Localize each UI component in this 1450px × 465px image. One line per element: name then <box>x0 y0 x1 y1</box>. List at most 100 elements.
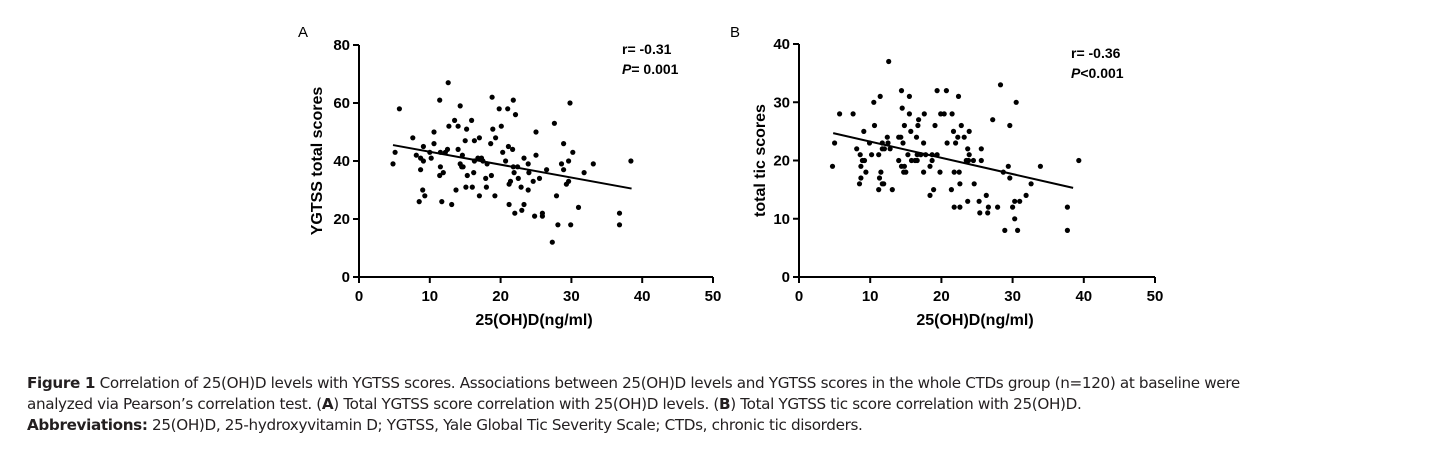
data-point <box>555 222 561 228</box>
data-point <box>616 210 623 216</box>
data-point <box>966 128 972 134</box>
data-point <box>533 129 539 135</box>
data-point <box>1037 163 1043 169</box>
y-tick-label: 40 <box>333 153 350 170</box>
x-tick-label: 0 <box>795 288 803 305</box>
x-tick-label: 30 <box>563 288 580 305</box>
data-point <box>997 82 1004 88</box>
data-point <box>905 152 911 158</box>
data-point <box>511 170 517 176</box>
data-point <box>469 184 475 190</box>
data-point <box>437 172 443 179</box>
data-point <box>869 152 875 158</box>
data-point <box>927 192 933 198</box>
data-point <box>488 141 494 147</box>
data-point <box>437 97 443 103</box>
caption-panel-ref-a: A <box>321 395 334 413</box>
data-point <box>970 157 977 164</box>
data-point <box>476 135 482 141</box>
x-tick-label: 50 <box>1147 288 1164 305</box>
data-point <box>590 161 596 167</box>
data-point <box>977 210 983 216</box>
data-point <box>440 170 446 176</box>
data-point <box>446 123 452 129</box>
data-point <box>949 111 955 117</box>
data-point <box>512 210 518 216</box>
x-tick-label: 30 <box>1004 288 1021 305</box>
abbreviations-label: Abbreviations: <box>27 416 148 434</box>
data-point <box>916 117 922 123</box>
data-point <box>857 152 863 158</box>
data-point <box>561 167 567 173</box>
data-point <box>829 163 836 169</box>
figure-caption: Figure 1 Correlation of 25(OH)D levels w… <box>27 373 1447 436</box>
caption-text-2a: analyzed via Pearson’s correlation test.… <box>27 395 322 413</box>
data-point <box>906 93 913 99</box>
data-point <box>934 88 940 94</box>
data-point <box>931 187 937 193</box>
data-point <box>420 143 426 150</box>
data-point <box>915 122 921 129</box>
data-point <box>536 175 543 181</box>
data-point <box>575 204 582 210</box>
data-point <box>854 146 860 152</box>
p-symbol: P <box>622 61 632 77</box>
data-point <box>871 122 878 129</box>
data-point <box>908 128 914 134</box>
data-point <box>965 198 971 204</box>
y-tick-label: 0 <box>342 269 350 286</box>
data-point <box>966 152 972 158</box>
data-point <box>858 175 864 181</box>
caption-line-2: analyzed via Pearson’s correlation test.… <box>27 394 1447 415</box>
data-point <box>452 117 458 123</box>
data-point <box>957 204 963 210</box>
data-point <box>837 111 843 117</box>
data-point <box>955 93 962 99</box>
data-point <box>1012 216 1018 222</box>
data-point <box>568 222 574 228</box>
data-point <box>881 181 887 187</box>
data-point <box>995 204 1001 210</box>
y-tick-label: 80 <box>333 37 350 54</box>
data-point <box>1010 204 1016 210</box>
data-point <box>392 149 398 155</box>
data-point <box>532 213 538 219</box>
y-tick-label: 10 <box>773 211 790 228</box>
x-tick-label: 40 <box>634 288 651 305</box>
data-point <box>958 122 964 129</box>
x-tick-label: 10 <box>862 288 879 305</box>
p-value-label: P<0.001 <box>1071 65 1124 81</box>
data-point <box>431 141 437 147</box>
x-tick-label: 20 <box>933 288 950 305</box>
data-point <box>914 157 920 164</box>
data-point <box>457 103 463 109</box>
data-point <box>885 140 891 146</box>
data-point <box>488 172 494 179</box>
data-point <box>976 198 982 204</box>
data-point <box>900 140 906 146</box>
data-point <box>876 175 883 181</box>
p-value-label: P= 0.001 <box>622 61 679 77</box>
correlation-r-label: r= -0.31 <box>622 41 672 57</box>
data-point <box>521 201 527 208</box>
data-point <box>530 178 536 184</box>
data-point <box>566 178 572 184</box>
data-point <box>956 169 962 175</box>
data-point <box>961 134 967 140</box>
data-point <box>863 169 869 175</box>
data-point <box>416 199 422 205</box>
data-point <box>889 187 895 193</box>
data-point <box>1007 175 1013 181</box>
data-point <box>581 170 587 176</box>
data-point <box>901 122 908 129</box>
data-point <box>985 204 992 210</box>
caption-text-2c: ) Total YGTSS tic score correlation with… <box>730 395 1082 413</box>
y-tick-label: 30 <box>773 94 790 111</box>
panel-a-chart: A 0 10 20 30 40 50 0 20 40 60 80 25(OH)D(ng/ml) YGTSS… <box>298 24 721 329</box>
data-point <box>858 163 864 169</box>
data-point <box>850 111 856 117</box>
data-point <box>1028 181 1034 187</box>
caption-panel-ref-b: B <box>719 395 731 413</box>
data-point <box>908 157 915 164</box>
data-point <box>390 161 396 167</box>
